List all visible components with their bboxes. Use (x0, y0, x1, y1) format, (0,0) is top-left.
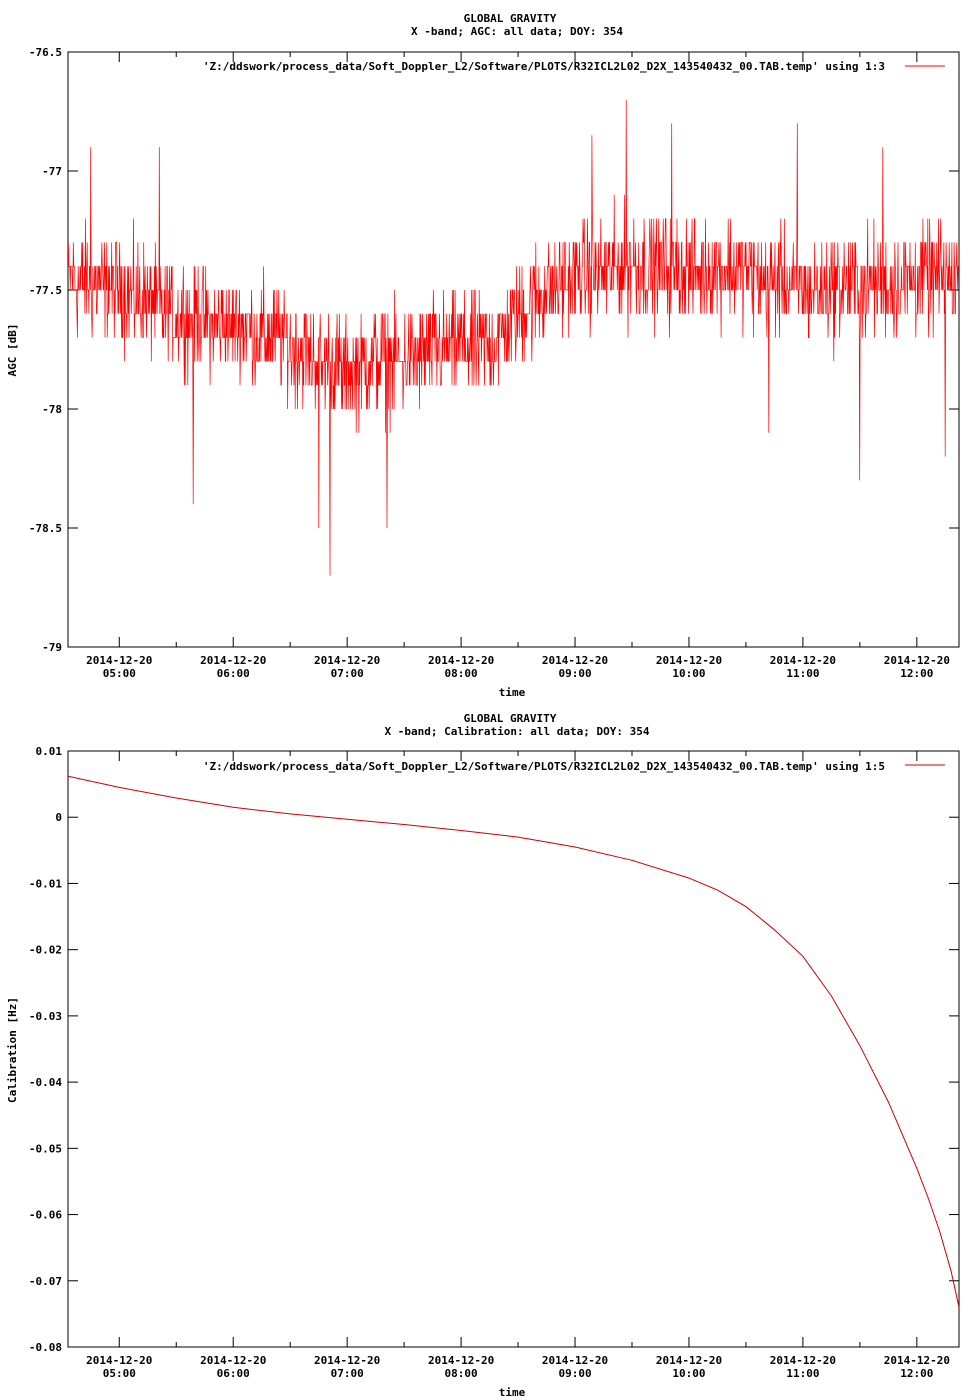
x-tick-date-label: 2014-12-20 (428, 654, 494, 667)
plot-frame (67, 750, 960, 1348)
x-tick-time-label: 10:00 (672, 667, 705, 680)
x-tick-time-label: 09:00 (558, 1367, 591, 1380)
y-tick-label: -77.5 (29, 284, 62, 297)
x-tick-time-label: 11:00 (786, 1367, 819, 1380)
y-tick-label: -77 (42, 165, 62, 178)
x-tick-date-label: 2014-12-20 (86, 1354, 152, 1367)
x-tick-date-label: 2014-12-20 (884, 1354, 950, 1367)
y-tick-label: -0.04 (29, 1076, 62, 1089)
y-tick-label: 0.01 (36, 745, 63, 758)
calibration-plot-area: 0.01 0 -0.01 -0.02 -0.03 -0.04 -0.05 -0.06 -0.07… (29, 745, 960, 1380)
calibration-chart-title: GLOBAL GRAVITY (464, 712, 557, 725)
x-tick-time-label: 09:00 (558, 667, 591, 680)
y-tick-label: -76.5 (29, 46, 62, 59)
agc-chart-subtitle: X -band; AGC: all data; DOY: 354 (411, 25, 623, 38)
y-tick-label: -79 (42, 641, 62, 654)
x-tick-time-label: 07:00 (331, 1367, 364, 1380)
x-tick-date-label: 2014-12-20 (542, 654, 608, 667)
x-tick-time-label: 07:00 (331, 667, 364, 680)
x-tick-time-label: 06:00 (217, 1367, 250, 1380)
agc-chart-title: GLOBAL GRAVITY (464, 12, 557, 25)
y-tick-label: -0.01 (29, 877, 62, 890)
x-tick-date-label: 2014-12-20 (428, 1354, 494, 1367)
y-tick-label: -0.06 (29, 1209, 62, 1222)
x-tick-time-label: 05:00 (103, 667, 136, 680)
x-tick-date-label: 2014-12-20 (314, 1354, 380, 1367)
calibration-chart-subtitle: X -band; Calibration: all data; DOY: 354 (385, 725, 650, 738)
x-tick-date-label: 2014-12-20 (770, 654, 836, 667)
x-tick-date-label: 2014-12-20 (884, 654, 950, 667)
y-tick-label: -0.08 (29, 1341, 62, 1354)
y-tick-label: -0.03 (29, 1010, 62, 1023)
x-tick-time-label: 12:00 (900, 667, 933, 680)
x-tick-date-label: 2014-12-20 (200, 1354, 266, 1367)
calibration-data-line (68, 775, 959, 1308)
x-tick-time-label: 11:00 (786, 667, 819, 680)
x-tick-time-label: 12:00 (900, 1367, 933, 1380)
x-tick-date-label: 2014-12-20 (86, 654, 152, 667)
y-tick-label: -78 (42, 403, 62, 416)
x-tick-time-label: 10:00 (672, 1367, 705, 1380)
x-tick-date-label: 2014-12-20 (656, 1354, 722, 1367)
agc-data-line (68, 99, 959, 576)
x-tick-date-label: 2014-12-20 (314, 654, 380, 667)
agc-plot-area: -76.5-77-77.5-78-78.5-792014-12-2005:002… (29, 46, 960, 680)
calibration-legend-label: 'Z:/ddswork/process_data/Soft_Doppler_L2… (203, 760, 885, 773)
agc-x-axis-label: time (499, 686, 526, 699)
agc-legend-label: 'Z:/ddswork/process_data/Soft_Doppler_L2… (203, 60, 885, 73)
calibration-y-axis-label: Calibration [Hz] (6, 997, 19, 1103)
x-tick-time-label: 06:00 (217, 667, 250, 680)
x-tick-date-label: 2014-12-20 (656, 654, 722, 667)
x-tick-time-label: 08:00 (445, 667, 478, 680)
x-tick-time-label: 05:00 (103, 1367, 136, 1380)
y-tick-label: -0.07 (29, 1275, 62, 1288)
calibration-x-axis-label: time (499, 1386, 526, 1399)
plot-frame (67, 51, 960, 648)
y-tick-label: -0.02 (29, 944, 62, 957)
x-tick-date-label: 2014-12-20 (200, 654, 266, 667)
agc-y-axis-label: AGC [dB] (6, 324, 19, 377)
y-tick-label: 0 (55, 811, 62, 824)
x-tick-date-label: 2014-12-20 (542, 1354, 608, 1367)
y-tick-label: -0.05 (29, 1142, 62, 1155)
agc-chart: GLOBAL GRAVITY X -band; AGC: all data; D… (6, 12, 885, 699)
x-tick-date-label: 2014-12-20 (770, 1354, 836, 1367)
y-tick-label: -78.5 (29, 522, 62, 535)
calibration-chart: GLOBAL GRAVITY X -band; Calibration: all… (6, 712, 885, 1399)
x-tick-time-label: 08:00 (445, 1367, 478, 1380)
